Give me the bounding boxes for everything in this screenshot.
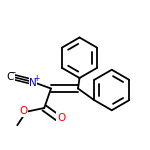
Text: O: O — [20, 106, 28, 116]
Text: −: − — [10, 69, 16, 78]
Text: O: O — [57, 113, 65, 123]
Text: N: N — [29, 78, 37, 87]
Text: C: C — [7, 72, 14, 82]
Text: +: + — [33, 74, 39, 83]
